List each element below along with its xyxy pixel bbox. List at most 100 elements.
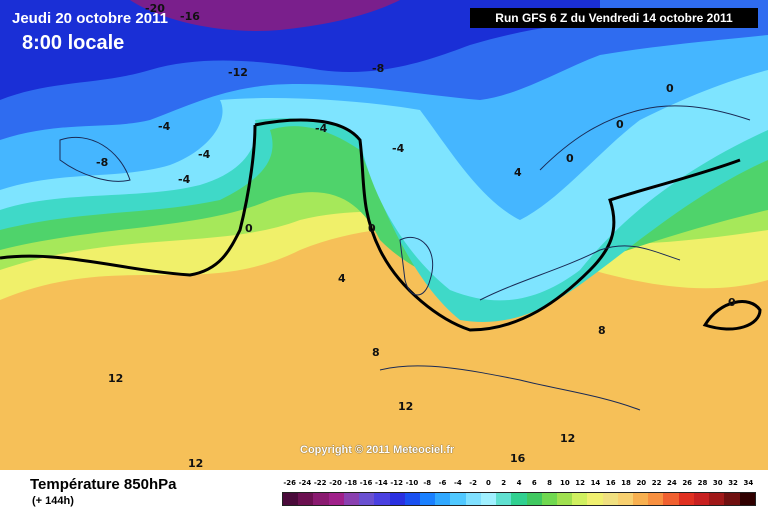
isotherm-zero-main bbox=[254, 118, 741, 332]
isotherm-label: -12 bbox=[228, 66, 248, 79]
isotherm-label: -8 bbox=[372, 62, 384, 75]
band-violet bbox=[130, 0, 400, 31]
isotherm-label: 4 bbox=[514, 166, 522, 179]
scale-swatch bbox=[465, 493, 481, 505]
scale-swatch bbox=[283, 493, 299, 505]
scale-tick-label: 24 bbox=[667, 479, 677, 487]
scale-tick-label: 20 bbox=[636, 479, 647, 487]
isotherm-label: 0 bbox=[666, 82, 674, 95]
band-deep-blue bbox=[0, 0, 600, 100]
scale-tick-label: 16 bbox=[605, 479, 616, 487]
isotherm-label: 4 bbox=[338, 272, 346, 285]
forecast-date: Jeudi 20 octobre 2011 bbox=[12, 10, 168, 27]
scale-tick-label: 0 bbox=[485, 479, 491, 487]
scale-swatch bbox=[602, 493, 618, 505]
isotherm-label: -20 bbox=[145, 2, 165, 15]
scale-swatch bbox=[511, 493, 527, 505]
isotherm-label: 0 bbox=[728, 296, 736, 309]
scale-tick-label: 28 bbox=[697, 479, 708, 487]
isotherm-label: 0 bbox=[245, 222, 253, 235]
scale-swatch bbox=[389, 493, 405, 505]
isotherm-label: -4 bbox=[315, 122, 328, 135]
scale-tick-label: 10 bbox=[559, 479, 570, 487]
scale-swatch bbox=[450, 493, 466, 505]
scale-tick-label: 14 bbox=[590, 479, 601, 487]
scale-tick-label: 30 bbox=[712, 479, 723, 487]
model-run-label: Run GFS 6 Z du Vendredi 14 octobre 2011 bbox=[470, 8, 758, 28]
scale-tick-label: 32 bbox=[728, 479, 738, 487]
isotherm-label: -4 bbox=[392, 142, 405, 155]
scale-tick-label: -18 bbox=[344, 479, 358, 487]
scale-swatch bbox=[480, 493, 497, 505]
isotherm-label: 0 bbox=[616, 118, 624, 131]
copyright-notice: Copyright © 2011 Meteociel.fr bbox=[300, 444, 455, 456]
scale-swatch bbox=[526, 493, 542, 505]
variable-title: Température 850hPa bbox=[30, 476, 177, 493]
scale-tick-label: 34 bbox=[743, 479, 754, 487]
legend-footer: Température 850hPa (+ 144h) -26 -24 -22 -20… bbox=[0, 470, 768, 512]
scale-tick-label: 2 bbox=[501, 479, 507, 487]
scale-swatch bbox=[313, 493, 329, 505]
scale-tick-label: -12 bbox=[390, 479, 403, 487]
scale-tick-label: -20 bbox=[329, 479, 342, 487]
isotherm-label: 12 bbox=[560, 432, 575, 445]
map-canvas: -20 -16 -12 -8 -8 -4 -4 -4 -4 -4 0 0 0 0… bbox=[0, 0, 768, 470]
scale-swatch bbox=[404, 493, 420, 505]
scale-tick-label: 4 bbox=[516, 479, 522, 487]
scale-swatch bbox=[374, 493, 390, 505]
scale-swatch bbox=[572, 493, 588, 505]
scale-swatch bbox=[328, 493, 344, 505]
scale-swatch bbox=[435, 493, 451, 505]
scale-swatch bbox=[693, 493, 710, 505]
scale-swatch bbox=[648, 493, 664, 505]
scale-swatch bbox=[541, 493, 557, 505]
scale-tick-label: -6 bbox=[438, 479, 447, 487]
isotherm-zero-east bbox=[702, 300, 762, 331]
scale-tick-label: 12 bbox=[575, 479, 586, 487]
scale-tick-label: -14 bbox=[375, 479, 388, 487]
isotherm-label: 0 bbox=[368, 222, 376, 235]
isotherm-label: -4 bbox=[198, 148, 211, 161]
isotherm-label: 12 bbox=[398, 400, 413, 413]
scale-tick-label: -24 bbox=[298, 479, 312, 487]
scale-tick-label: -8 bbox=[423, 479, 432, 487]
scale-swatch bbox=[298, 493, 314, 505]
isotherm-label: 8 bbox=[372, 346, 380, 359]
scale-tick-label: -10 bbox=[405, 479, 419, 487]
scale-swatch bbox=[496, 493, 512, 505]
isotherm-label: -16 bbox=[180, 10, 200, 23]
scale-swatch bbox=[587, 493, 603, 505]
scale-swatch bbox=[739, 493, 755, 505]
isotherm-label: 0 bbox=[566, 152, 574, 165]
color-scale bbox=[282, 492, 756, 506]
scale-swatch bbox=[663, 493, 679, 505]
temperature-map: -20 -16 -12 -8 -8 -4 -4 -4 -4 -4 0 0 0 0… bbox=[0, 0, 768, 470]
scale-tick-label: 22 bbox=[651, 479, 662, 487]
isotherm-label: -8 bbox=[96, 156, 108, 169]
scale-tick-label: 8 bbox=[547, 479, 553, 487]
scale-swatch bbox=[343, 493, 360, 505]
isotherm-label: -4 bbox=[178, 173, 191, 186]
scale-tick-label: 18 bbox=[621, 479, 631, 487]
scale-swatch bbox=[617, 493, 634, 505]
scale-tick-label: -16 bbox=[359, 479, 373, 487]
lead-time: (+ 144h) bbox=[32, 495, 74, 507]
forecast-time: 8:00 locale bbox=[22, 32, 125, 54]
coastline-greenland bbox=[59, 136, 131, 182]
coastline-mediterranean bbox=[379, 365, 641, 411]
scale-swatch bbox=[709, 493, 725, 505]
isotherm-label: 8 bbox=[598, 324, 606, 337]
isotherm-label: 16 bbox=[510, 452, 526, 465]
coastline-europe bbox=[479, 245, 681, 301]
coastline-scandinavia bbox=[539, 105, 751, 171]
scale-tick-label: -26 bbox=[283, 479, 296, 487]
isotherm-label: 12 bbox=[188, 457, 203, 470]
scale-swatch bbox=[556, 493, 573, 505]
scale-swatch bbox=[419, 493, 436, 505]
scale-tick-label: 6 bbox=[531, 479, 537, 487]
scale-swatch bbox=[724, 493, 740, 505]
scale-tick-label: -2 bbox=[469, 479, 478, 487]
scale-tick-label: -22 bbox=[313, 479, 327, 487]
isotherm-label: 12 bbox=[108, 372, 123, 385]
